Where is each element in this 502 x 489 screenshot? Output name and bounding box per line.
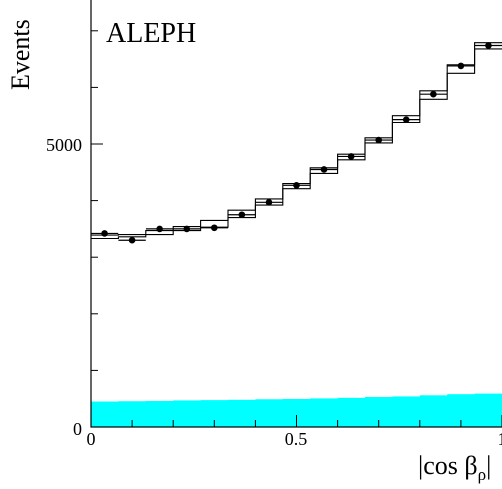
background-bar	[310, 398, 339, 427]
data-point	[238, 211, 246, 219]
data-point	[457, 62, 465, 70]
experiment-label: ALEPH	[106, 18, 196, 49]
plot-frame	[90, 0, 502, 428]
x-axis-title-subscript: ρ	[478, 465, 486, 484]
data-point	[128, 236, 136, 244]
background-bar	[91, 401, 120, 427]
x-axis-title: |cos βρ|	[418, 451, 491, 484]
x-tick-label-0.5: 0.5	[285, 429, 308, 449]
y-axis-title: Events	[6, 19, 35, 90]
y-tick-label-0: 0	[73, 419, 82, 439]
background-bar	[392, 396, 421, 427]
y-tick-label-5000: 5000	[46, 135, 82, 155]
background-bar	[419, 395, 448, 427]
background-bar	[227, 399, 256, 427]
x-axis-title-main: |cos β	[418, 451, 478, 480]
data-point	[320, 166, 328, 173]
data-point	[402, 116, 410, 123]
x-axis-title-tail: |	[486, 451, 491, 480]
x-tick-label-0: 0	[87, 429, 96, 449]
data-point	[101, 230, 108, 237]
simulation-step-line	[91, 42, 502, 236]
axis-ticks	[90, 30, 502, 428]
data-point	[211, 224, 218, 232]
background-bar	[337, 397, 366, 427]
data-point	[156, 225, 163, 233]
simulation-histograms	[91, 42, 502, 240]
data-point	[375, 136, 383, 144]
background-bar	[474, 393, 502, 427]
data-point	[265, 198, 273, 206]
simulation-step-line	[91, 48, 502, 240]
data-points	[90, 42, 502, 244]
background-bar	[173, 400, 202, 427]
data-point	[293, 182, 300, 189]
x-tick-label-1: 1	[498, 429, 502, 449]
data-point	[347, 153, 355, 160]
data-point	[430, 90, 437, 98]
background-bar	[145, 400, 174, 427]
data-point	[183, 225, 191, 233]
background-bar	[255, 399, 284, 427]
data-point	[485, 42, 492, 49]
